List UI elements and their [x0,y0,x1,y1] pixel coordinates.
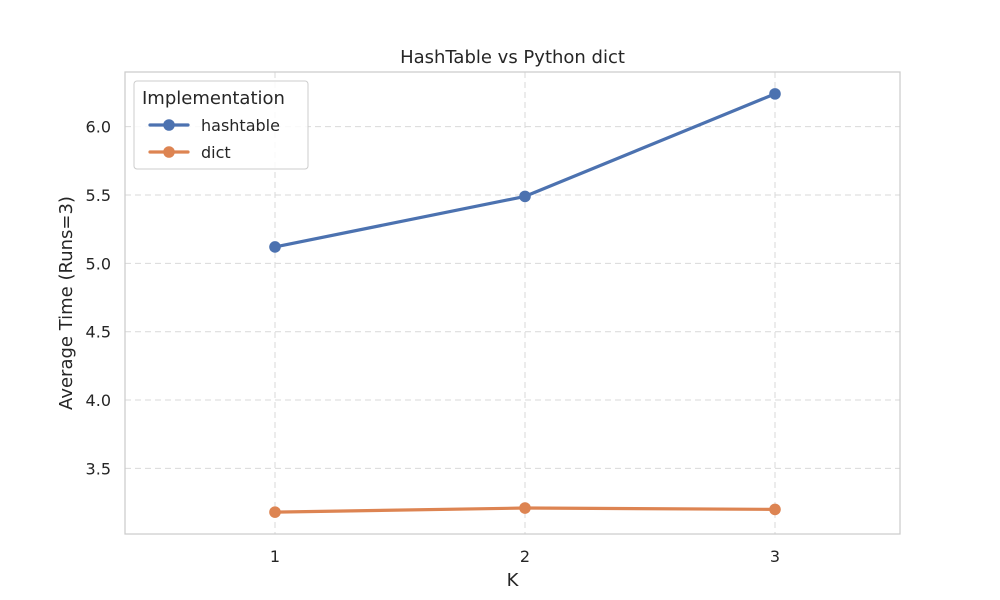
plot-frame [124,71,901,535]
legend-label: dict [201,143,231,162]
legend-label: hashtable [201,116,280,135]
legend: Implementation hashtable dict [133,80,309,170]
y-tick-label: 4.0 [86,391,111,410]
legend-swatch-marker [163,119,175,131]
x-tick-label: 2 [520,547,530,566]
x-axis-label: K [507,570,520,591]
data-point-hashtable [519,190,531,203]
legend-title: Implementation [142,88,285,109]
y-tick-label: 5.5 [86,186,111,205]
data-point-hashtable [769,88,781,100]
y-axis-label: Average Time (Runs=3) [56,196,77,410]
series-dict [269,502,781,518]
series-layer [269,88,781,518]
grid [125,72,900,534]
series-hashtable [269,88,781,253]
legend-item-dict: dict [148,143,231,162]
tick-labels: 1 2 3 3.5 4.0 4.5 5.0 5.5 6.0 [86,118,781,566]
y-tick-label: 3.5 [86,459,111,478]
legend-swatch-marker [163,146,175,158]
y-tick-label: 4.5 [86,323,111,342]
data-point-dict [269,506,281,518]
x-tick-label: 1 [270,547,280,566]
y-tick-label: 6.0 [86,118,111,137]
x-tick-label: 3 [770,547,780,566]
y-tick-label: 5.0 [86,254,111,273]
legend-box [133,80,309,170]
data-point-hashtable [269,241,281,253]
data-point-dict [769,503,781,516]
legend-entries: hashtable dict [148,116,280,162]
legend-item-hashtable: hashtable [148,116,280,135]
chart-title: HashTable vs Python dict [400,47,625,68]
data-point-dict [519,502,531,514]
